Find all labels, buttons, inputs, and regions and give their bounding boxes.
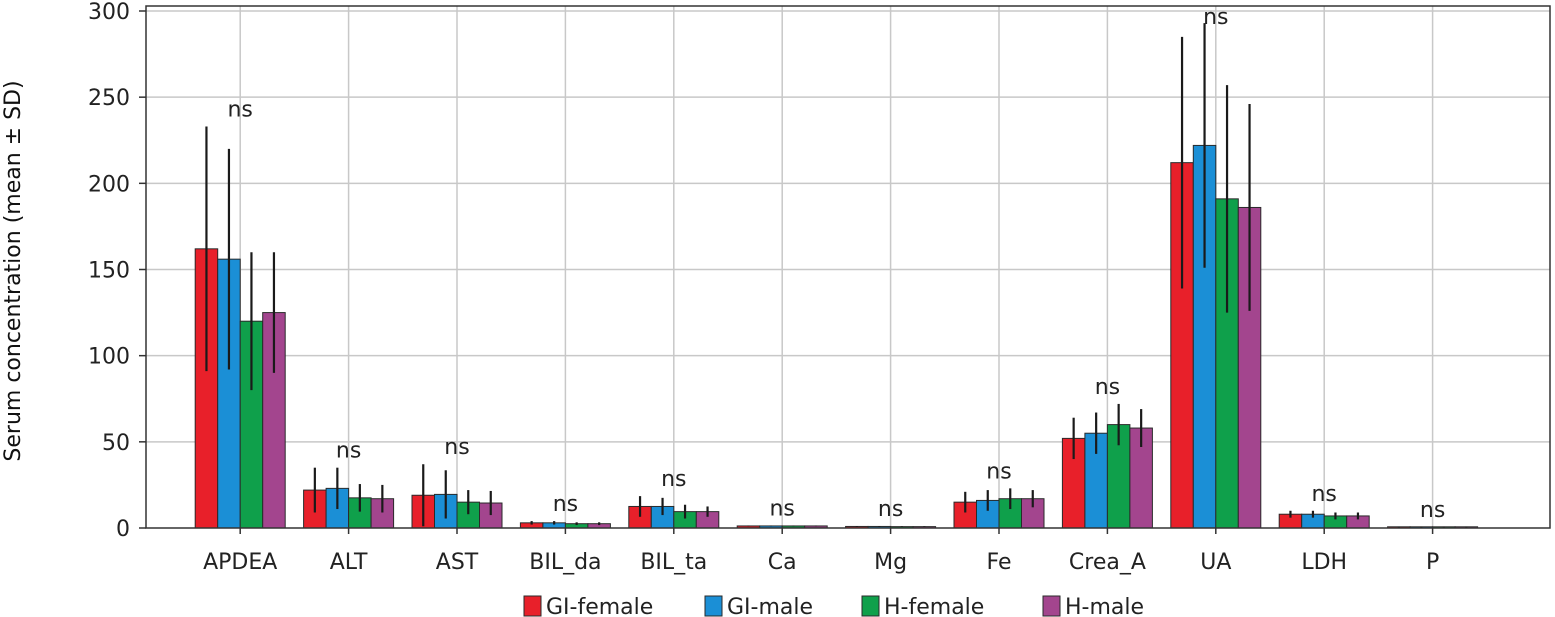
x-tick-label: Crea_A <box>1069 550 1146 575</box>
significance-label: ns <box>661 467 686 492</box>
y-tick-label: 150 <box>88 259 130 284</box>
y-tick-label: 50 <box>102 431 130 456</box>
significance-label: ns <box>878 497 903 522</box>
significance-label: ns <box>1420 498 1445 523</box>
plot-frame <box>145 5 1551 529</box>
x-tick-label: Ca <box>768 550 797 575</box>
x-tick-label: Mg <box>874 550 907 575</box>
legend-swatch <box>523 595 542 617</box>
significance-label: ns <box>1203 5 1228 30</box>
x-tick-label: ALT <box>330 550 368 575</box>
x-tick-label: APDEA <box>203 550 277 575</box>
bars <box>194 23 1479 529</box>
significance-label: ns <box>444 435 469 460</box>
legend-label: H-male <box>1065 595 1144 617</box>
x-tick-label: P <box>1426 550 1439 575</box>
y-tick-label: 300 <box>88 0 130 25</box>
x-tick-label: Fe <box>987 550 1012 575</box>
significance-label: ns <box>1095 375 1120 400</box>
x-tick-label: BIL_da <box>529 550 601 575</box>
legend-swatch <box>861 595 880 617</box>
significance-label: ns <box>986 459 1011 484</box>
y-tick-label: 200 <box>88 172 130 197</box>
y-tick-label: 100 <box>88 345 130 370</box>
y-axis-title: Serum concentration (mean ± SD) <box>1 80 26 461</box>
significance-label: ns <box>769 497 794 522</box>
significance-label: ns <box>553 492 578 517</box>
x-tick-label: AST <box>436 550 479 575</box>
legend-label: H-female <box>884 595 984 617</box>
significance-label: ns <box>336 439 361 464</box>
x-tick-label: LDH <box>1301 550 1347 575</box>
significance-label: ns <box>1311 482 1336 507</box>
x-tick-label: BIL_ta <box>640 550 707 575</box>
legend: GI-female GI-male H-female H-male <box>523 595 1144 617</box>
legend-label: GI-male <box>727 595 813 617</box>
axes <box>139 5 1551 534</box>
legend-swatch <box>704 595 723 617</box>
legend-swatch <box>1042 595 1061 617</box>
y-tick-label: 250 <box>88 86 130 111</box>
labels: 0 50 100 150 200 250 300 ns APDEA ns ALT ns AST ns BIL… <box>88 0 1445 575</box>
legend-label: GI-female <box>546 595 653 617</box>
y-tick-label: 0 <box>116 517 130 542</box>
significance-label: ns <box>227 97 252 122</box>
grid <box>146 6 1550 528</box>
x-tick-label: UA <box>1200 550 1231 575</box>
